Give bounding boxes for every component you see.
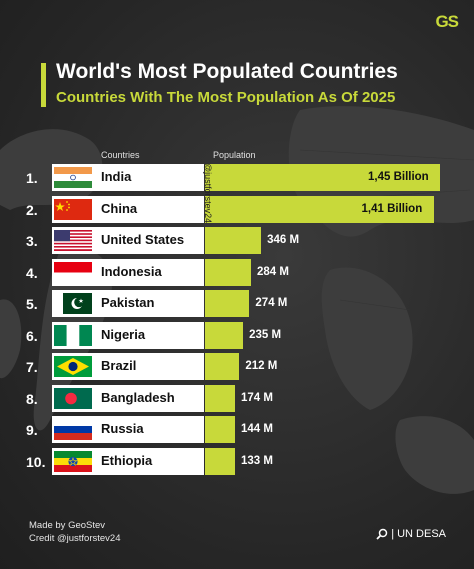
rank-2: 2. [26, 201, 38, 218]
value-label-russia: 144 M [241, 423, 273, 435]
rank-6: 6. [26, 327, 38, 344]
flag-pakistan-icon [54, 293, 92, 314]
country-name: China [101, 200, 138, 216]
country-card-nigeria: Nigeria [52, 321, 204, 349]
bar-nigeria [205, 321, 244, 349]
country-name: United States [101, 232, 185, 247]
value-label-bangladesh: 174 M [241, 391, 273, 404]
country-name: Brazil [101, 358, 137, 373]
bar-russia [205, 416, 235, 443]
rank-4: 4. [26, 264, 38, 281]
column-header-population: Population [213, 150, 256, 160]
country-card-indonesia: Indonesia [52, 258, 204, 286]
country-card-india: India [52, 164, 204, 191]
country-card-pakistan: Pakistan [52, 290, 204, 317]
value-label-china: 1,41 Billion [361, 202, 423, 215]
bar-bangladesh [205, 384, 235, 412]
bar-india [205, 164, 440, 191]
rank-8: 8. [26, 390, 38, 407]
country-name: Nigeria [101, 326, 146, 342]
bar-united-states [205, 227, 262, 254]
footer-credit: Credit @justforstev24 [29, 533, 121, 544]
country-name: Indonesia [101, 263, 162, 279]
flag-indonesia-icon [54, 261, 92, 283]
source-label: | UN DESA [376, 528, 446, 540]
country-name: Pakistan [101, 295, 155, 310]
source-text: | UN DESA [391, 528, 446, 540]
flag-bangladesh-icon [54, 387, 92, 409]
rank-9: 9. [26, 422, 38, 438]
search-icon [376, 528, 388, 540]
watermark: @justforstev24 [203, 163, 213, 224]
value-label-ethiopia: 133 M [241, 454, 273, 467]
flag-nigeria-icon [54, 324, 92, 346]
country-card-russia: Russia [52, 416, 204, 443]
country-name: Ethiopia [101, 452, 153, 468]
value-label-indonesia: 284 M [257, 265, 289, 278]
footer-made-by: Made by GeoStev [29, 520, 106, 531]
title-accent-bar [41, 63, 46, 107]
column-header-countries: Countries [101, 150, 140, 160]
flag-china-icon [54, 198, 92, 220]
bar-indonesia [205, 258, 252, 286]
rank-10: 10. [26, 453, 46, 470]
country-card-ethiopia: Ethiopia [52, 447, 204, 475]
country-card-china: China [52, 195, 204, 223]
country-card-bangladesh: Bangladesh [52, 384, 204, 412]
bar-pakistan [205, 290, 250, 317]
flag-ethiopia-icon [54, 450, 92, 472]
value-label-nigeria: 235 M [249, 328, 282, 341]
page-subtitle: Countries With The Most Population As Of… [56, 89, 396, 106]
rank-7: 7. [26, 359, 38, 375]
value-label-brazil: 212 M [245, 360, 278, 372]
country-name: Russia [101, 421, 144, 436]
country-card-united-states: United States [52, 227, 204, 254]
page-title: World's Most Populated Countries [56, 60, 398, 83]
flag-brazil-icon [54, 356, 92, 377]
rank-5: 5. [26, 296, 38, 312]
brand-logo: GS [435, 12, 459, 31]
rank-3: 3. [26, 233, 38, 249]
value-label-pakistan: 274 M [255, 297, 288, 309]
flag-india-icon [54, 167, 92, 188]
country-name: Bangladesh [101, 389, 175, 405]
value-label-united-states: 346 M [267, 234, 300, 246]
rank-1: 1. [26, 170, 38, 186]
flag-russia-icon [54, 419, 92, 440]
value-label-india: 1,45 Billion [368, 171, 429, 183]
country-card-brazil: Brazil [52, 353, 204, 380]
flag-usa-icon [54, 230, 92, 251]
bar-ethiopia [205, 447, 235, 475]
country-name: India [101, 169, 132, 184]
bar-brazil [205, 353, 240, 380]
bar-china [205, 195, 434, 223]
